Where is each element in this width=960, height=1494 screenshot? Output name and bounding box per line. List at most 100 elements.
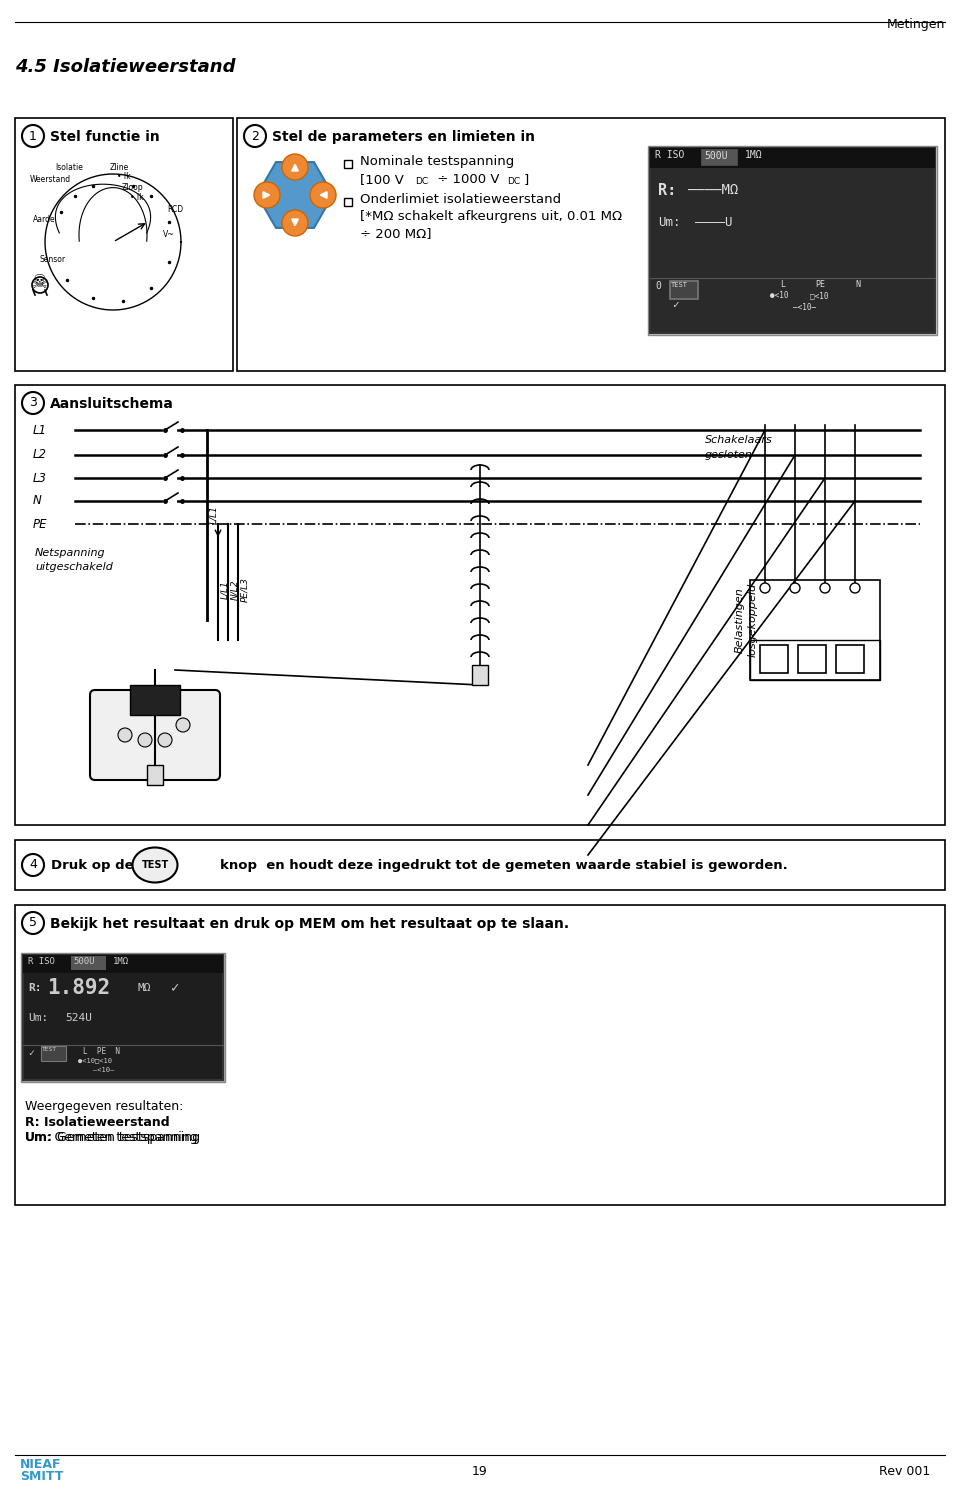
Text: DC: DC xyxy=(507,176,520,185)
FancyBboxPatch shape xyxy=(90,690,220,780)
Bar xyxy=(344,199,352,206)
Bar xyxy=(344,160,352,167)
Bar xyxy=(15,385,945,825)
Text: Isolatie: Isolatie xyxy=(55,163,83,172)
Bar xyxy=(750,639,880,680)
Circle shape xyxy=(118,728,132,743)
Circle shape xyxy=(138,734,152,747)
Circle shape xyxy=(760,583,770,593)
Text: N/L2: N/L2 xyxy=(230,580,239,601)
Circle shape xyxy=(22,125,44,146)
Text: L2: L2 xyxy=(33,448,47,462)
Text: N: N xyxy=(855,279,860,288)
Text: L1: L1 xyxy=(33,423,47,436)
Circle shape xyxy=(790,583,800,593)
Text: TEST: TEST xyxy=(141,861,169,870)
Text: L: L xyxy=(780,279,785,288)
Bar xyxy=(798,645,826,672)
Text: Sensor: Sensor xyxy=(40,255,66,264)
Text: ―<10―: ―<10― xyxy=(93,1067,114,1073)
Bar xyxy=(836,645,864,672)
Text: ――――U: ――――U xyxy=(695,217,732,229)
Text: ●<10: ●<10 xyxy=(770,291,788,300)
Text: L/L1: L/L1 xyxy=(209,505,218,524)
Text: DC: DC xyxy=(415,176,428,185)
Text: PE: PE xyxy=(33,517,47,530)
Text: ]: ] xyxy=(524,173,529,185)
Text: TEST: TEST xyxy=(42,1047,57,1052)
Text: ●<10□<10: ●<10□<10 xyxy=(78,1056,112,1064)
Text: Aarde: Aarde xyxy=(33,215,56,224)
Text: Stel de parameters en limieten in: Stel de parameters en limieten in xyxy=(272,130,535,143)
Bar xyxy=(23,955,223,1080)
Bar xyxy=(15,840,945,890)
Circle shape xyxy=(310,182,336,208)
Text: ÷ 1000 V: ÷ 1000 V xyxy=(433,173,499,185)
Bar xyxy=(650,148,935,167)
Circle shape xyxy=(158,734,172,747)
Bar xyxy=(41,1046,66,1061)
Text: ÷ 200 MΩ]: ÷ 200 MΩ] xyxy=(360,227,431,241)
Text: • Ik: • Ik xyxy=(130,193,144,202)
Text: ☠: ☠ xyxy=(32,272,49,291)
Text: R ISO: R ISO xyxy=(28,958,55,967)
Text: PE: PE xyxy=(815,279,825,288)
Text: ✓: ✓ xyxy=(171,982,180,995)
Text: 1MΩ: 1MΩ xyxy=(745,149,762,160)
Bar xyxy=(472,665,488,686)
Text: PE/L3: PE/L3 xyxy=(240,578,249,602)
Text: Um:: Um: xyxy=(28,1013,48,1023)
Text: NIEAF: NIEAF xyxy=(20,1458,61,1472)
Text: 4.5 Isolatieweerstand: 4.5 Isolatieweerstand xyxy=(15,58,235,76)
Circle shape xyxy=(282,211,308,236)
Circle shape xyxy=(22,911,44,934)
Text: 500U: 500U xyxy=(73,958,94,967)
Text: Rev 001: Rev 001 xyxy=(878,1466,930,1478)
Text: Metingen: Metingen xyxy=(887,18,945,31)
Bar xyxy=(760,645,788,672)
Circle shape xyxy=(176,719,190,732)
Text: Weergegeven resultaten:: Weergegeven resultaten: xyxy=(25,1100,183,1113)
Text: Um:: Um: xyxy=(658,217,681,229)
Bar xyxy=(750,580,880,680)
Text: knop  en houdt deze ingedrukt tot de gemeten waarde stabiel is geworden.: knop en houdt deze ingedrukt tot de geme… xyxy=(220,859,788,872)
Text: Weerstand: Weerstand xyxy=(30,175,71,184)
Text: ✓: ✓ xyxy=(28,1047,34,1058)
Ellipse shape xyxy=(132,847,178,883)
Text: [100 V: [100 V xyxy=(360,173,404,185)
Text: MΩ: MΩ xyxy=(138,983,152,994)
Circle shape xyxy=(282,154,308,179)
Text: gesloten: gesloten xyxy=(705,450,753,460)
Text: TEST: TEST xyxy=(671,282,688,288)
Text: L  PE  N: L PE N xyxy=(83,1047,120,1056)
Circle shape xyxy=(22,855,44,875)
Text: 500U: 500U xyxy=(704,151,728,161)
Text: 3: 3 xyxy=(29,396,36,409)
Text: 4: 4 xyxy=(29,859,36,871)
Text: Bekijk het resultaat en druk op MEM om het resultaat op te slaan.: Bekijk het resultaat en druk op MEM om h… xyxy=(50,917,569,931)
Text: losgekoppeld: losgekoppeld xyxy=(748,583,758,657)
Text: RCD: RCD xyxy=(167,205,183,214)
Text: Aansluitschema: Aansluitschema xyxy=(50,397,174,411)
Text: Zloop: Zloop xyxy=(122,182,144,193)
Bar xyxy=(71,956,106,970)
Text: Nominale testspanning: Nominale testspanning xyxy=(360,155,515,167)
Text: Schakelaars: Schakelaars xyxy=(705,435,773,445)
Text: R:: R: xyxy=(28,983,41,994)
Text: R ISO: R ISO xyxy=(655,149,684,160)
Text: 524U: 524U xyxy=(65,1013,92,1023)
Bar xyxy=(21,953,225,1082)
Text: R: Isolatieweerstand: R: Isolatieweerstand xyxy=(25,1116,170,1129)
Text: Um:: Um: xyxy=(25,1131,53,1144)
Text: □<10: □<10 xyxy=(810,291,828,300)
Text: Druk op de: Druk op de xyxy=(51,859,133,872)
Bar xyxy=(15,905,945,1206)
Circle shape xyxy=(850,583,860,593)
Text: 19: 19 xyxy=(472,1466,488,1478)
Text: L3: L3 xyxy=(33,472,47,484)
Text: ✓: ✓ xyxy=(672,300,679,309)
Text: 1.892: 1.892 xyxy=(47,979,110,998)
Text: Zline: Zline xyxy=(110,163,130,172)
Text: N: N xyxy=(33,495,41,508)
Circle shape xyxy=(254,182,280,208)
